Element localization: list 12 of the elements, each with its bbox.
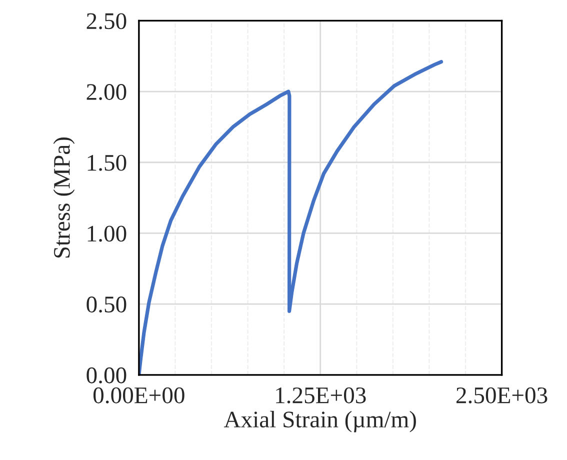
y-tick-label: 0.50 xyxy=(86,296,126,313)
y-tick-label: 1.50 xyxy=(88,154,126,171)
y-axis-title: Stress (MPa) xyxy=(53,138,75,258)
y-tick-label: 1.00 xyxy=(88,226,126,242)
x-tick-label: 2.50E+03 xyxy=(456,387,548,404)
x-tick-label: 1.25E+03 xyxy=(276,387,366,404)
x-axis-title: Axial Strain (µm/m) xyxy=(224,410,416,432)
y-tick-label: 0.00 xyxy=(86,367,126,384)
line-series xyxy=(138,60,444,375)
y-tick-label: 2.50 xyxy=(86,13,126,30)
y-tick-label: 2.00 xyxy=(86,84,126,100)
x-tick-label: 0.00E+00 xyxy=(93,387,184,404)
